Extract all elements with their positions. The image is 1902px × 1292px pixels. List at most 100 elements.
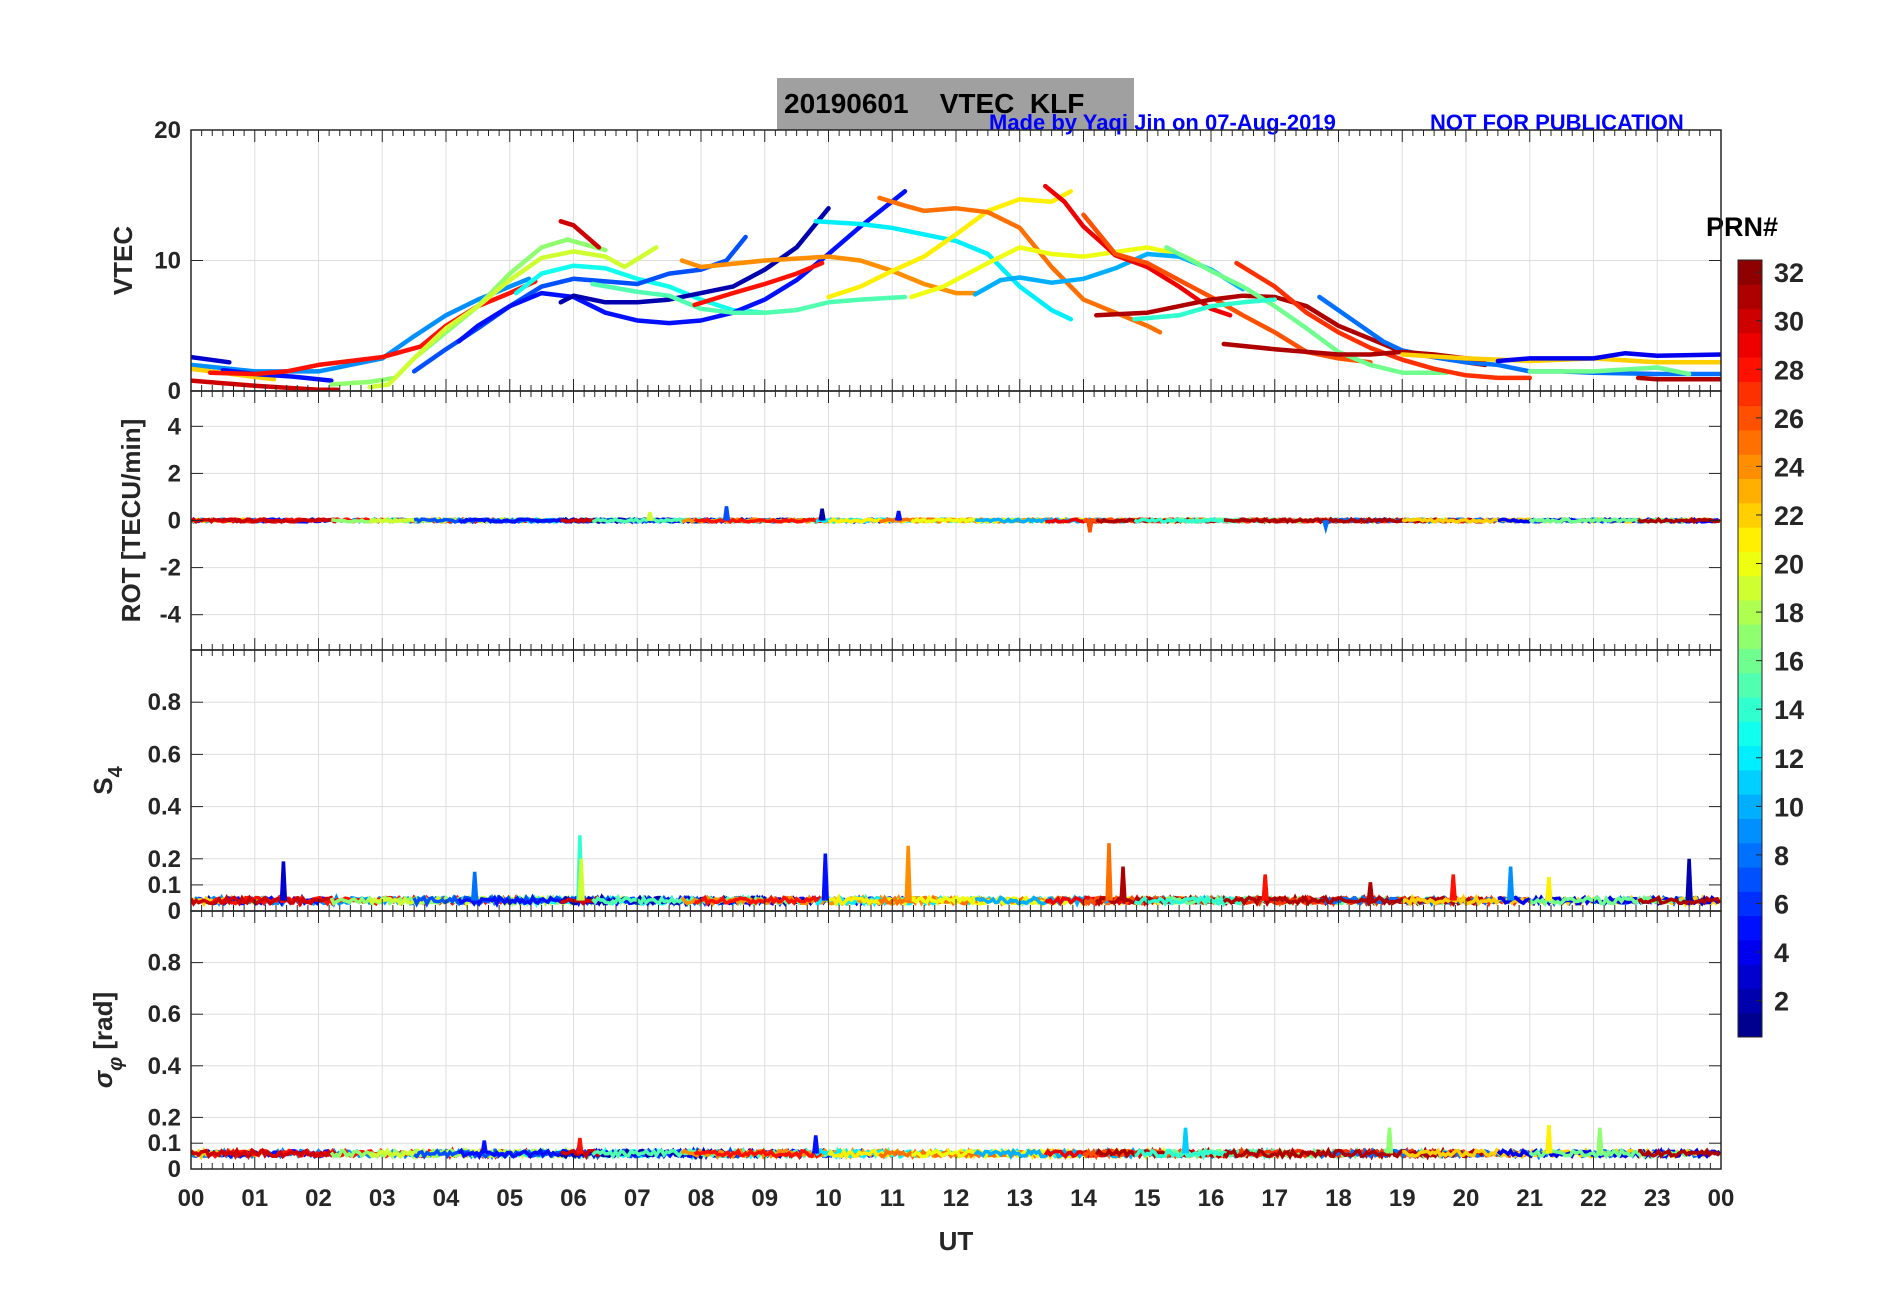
y-tick-label: 0.4 [148, 1053, 182, 1080]
x-tick-label: 07 [624, 1185, 651, 1212]
x-tick-label: 11 [880, 1185, 905, 1212]
sigma-spike-prn-5 [480, 1140, 488, 1154]
y-tick-label: 0 [168, 508, 181, 535]
vtec-trace-prn-30 [191, 378, 340, 391]
x-tick-label: 17 [1261, 1185, 1288, 1212]
y-tick-label: 4 [168, 413, 182, 440]
y-tick-label: 10 [154, 248, 181, 275]
colorbar-band-prn-27 [1738, 381, 1762, 407]
notice-text: NOT FOR PUBLICATION [1430, 110, 1684, 135]
s4-spike-prn-28 [1261, 874, 1269, 901]
credit-text: Made by Yaqi Jin on 07-Aug-2019 [989, 110, 1336, 135]
sigma-spike-prn-17 [1385, 1127, 1394, 1154]
rot-spike-prn-5 [894, 510, 903, 521]
colorbar-band-prn-13 [1738, 721, 1762, 747]
x-tick-label: 14 [1070, 1185, 1097, 1212]
sigma-spike-prn-28 [576, 1137, 584, 1154]
colorbar-tick-label: 20 [1774, 550, 1804, 580]
x-tick-label: 00 [1708, 1185, 1735, 1212]
vtec-trace-prn-31 [1635, 375, 1721, 382]
colorbar-band-prn-31 [1738, 284, 1762, 310]
x-tick-label: 15 [1134, 1185, 1161, 1212]
rot-spike-prn-2 [818, 508, 826, 521]
y-tick-label: 2 [168, 460, 181, 487]
colorbar-tick-label: 32 [1774, 258, 1804, 288]
panel-s4: 00.10.2 0.4 0.6 0.8 S4 [88, 649, 1722, 925]
rot-spike-prn-8 [1322, 520, 1330, 535]
vtec-trace-prn-21 [826, 189, 1074, 300]
y-tick-label: 0 [168, 378, 181, 405]
vtec-trace-prn-28 [207, 279, 538, 377]
x-tick-label: 02 [305, 1185, 332, 1212]
x-tick-label: 05 [496, 1185, 523, 1212]
x-tick-label: 01 [241, 1185, 268, 1212]
colorbar-tick-label: 28 [1774, 355, 1804, 385]
x-tick-label: 18 [1325, 1185, 1352, 1212]
vtec-trace-prn-26 [1081, 212, 1373, 365]
x-tick-label: 03 [369, 1185, 396, 1212]
sigma-spike-prn-17 [1596, 1127, 1604, 1154]
x-tick-label: 10 [815, 1185, 842, 1212]
s4-spike-prn-31 [1366, 882, 1375, 901]
vtec-trace-prn-15 [590, 281, 908, 315]
sigma-spike-prn-5 [812, 1135, 820, 1154]
vtec-trace-prn-16 [1164, 245, 1450, 375]
s4-spike-prn-28 [1449, 874, 1457, 901]
colorbar-label: PRN# [1706, 212, 1779, 242]
y-axis-label: σφ [rad] [88, 992, 127, 1088]
y-axis-label: S4 [88, 765, 127, 794]
rot-spike-prn-26 [1086, 520, 1094, 533]
vtec-trace-prn-12 [813, 219, 1074, 322]
x-tick-label: 04 [433, 1185, 460, 1212]
y-tick-label: 0.2 [148, 846, 181, 873]
data-layer [191, 1125, 1721, 1161]
panel-sigma: 00.10.2 0.4 0.6 0.8 σφ [rad] [88, 910, 1722, 1183]
x-tick-label: 21 [1516, 1185, 1543, 1212]
colorbar-tick-label: 18 [1774, 598, 1804, 628]
vtec-trace-prn-24 [679, 254, 978, 296]
y-tick-label: 0.1 [148, 872, 181, 899]
data-layer [191, 835, 1721, 908]
colorbar-band-prn-25 [1738, 429, 1762, 455]
colorbar-tick-label: 6 [1774, 889, 1789, 919]
data-layer [191, 183, 1721, 391]
s4-spike-prn-3 [279, 861, 288, 901]
y-axis-label: ROT [TECU/min] [116, 419, 146, 623]
y-tick-label: 0 [168, 898, 181, 925]
s4-spike-prn-9 [1506, 866, 1515, 901]
colorbar-tick-label: 4 [1774, 938, 1789, 968]
colorbar-tick-label: 30 [1774, 307, 1804, 337]
x-tick-label: 16 [1198, 1185, 1225, 1212]
s4-spike-prn-31 [1119, 866, 1127, 901]
s4-spike-prn-21 [1545, 876, 1553, 901]
colorbar-tick-label: 10 [1774, 792, 1804, 822]
x-tick-label: 22 [1580, 1185, 1607, 1212]
rot-trace-prn-31 [1637, 516, 1721, 525]
s4-spike-prn-8 [471, 871, 479, 901]
y-axis-label: VTEC [108, 226, 138, 296]
x-tick-label: 09 [751, 1185, 778, 1212]
x-tick-label: 23 [1644, 1185, 1671, 1212]
s4-spike-prn-25 [1105, 843, 1113, 901]
vtec-trace-prn-30 [558, 219, 602, 250]
s4-spike-prn-2 [1685, 858, 1693, 901]
s4-trace-prn-31 [1637, 894, 1721, 906]
x-tick-label: 12 [943, 1185, 970, 1212]
s4-spike-prn-19 [577, 858, 585, 901]
colorbar-tick-label: 14 [1774, 695, 1804, 725]
x-tick-label: 13 [1006, 1185, 1033, 1212]
x-axis-label: UT [939, 1226, 974, 1256]
s4-trace-prn-31 [1222, 894, 1486, 907]
colorbar-band-prn-9 [1738, 818, 1762, 844]
vtec-trace-prn-13 [513, 263, 768, 315]
colorbar-band-prn-21 [1738, 527, 1762, 552]
panel-rot: -4 -2 0 2 4 ROT [TECU/min] [116, 390, 1722, 651]
rot-trace-prn-28 [693, 516, 823, 525]
colorbar-band-prn-19 [1738, 575, 1762, 601]
data-layer [191, 506, 1721, 535]
vtec-trace-prn-19 [367, 245, 659, 390]
colorbar-tick-label: 26 [1774, 404, 1804, 434]
y-tick-label: 0.1 [148, 1130, 181, 1157]
y-tick-label: -2 [160, 555, 181, 582]
